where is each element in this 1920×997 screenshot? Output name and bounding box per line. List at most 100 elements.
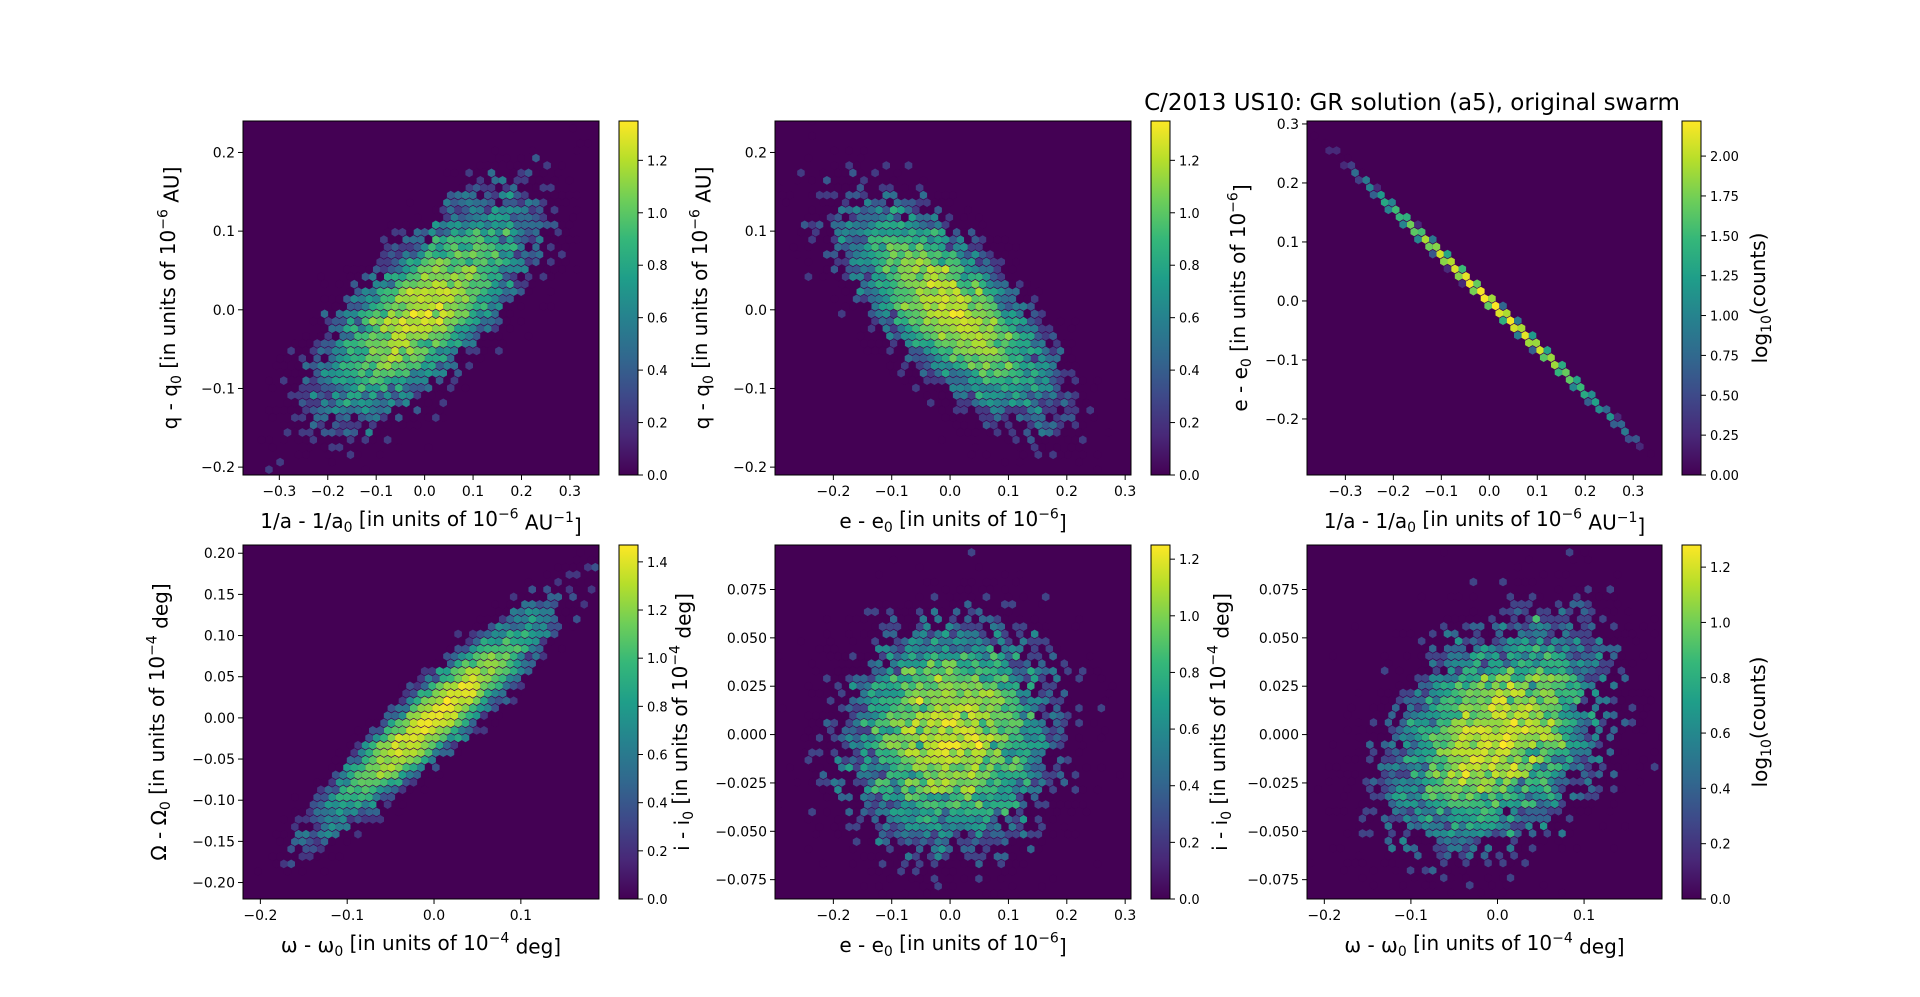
hexbin-cell (309, 800, 318, 809)
hexbin-cell (309, 376, 318, 385)
hexbin-cell (1465, 851, 1474, 860)
hexbin-cell (506, 614, 514, 624)
y-tick-label: 0.0 (213, 303, 235, 319)
hexbin-cell (860, 190, 868, 200)
hexbin-cell (1588, 666, 1596, 676)
hexbin-cell (1547, 718, 1555, 727)
hexbin-cell (971, 792, 979, 802)
hexbin-cell (420, 755, 429, 765)
hexbin-cell (402, 265, 410, 274)
hexbin-cell (1454, 740, 1463, 749)
hexbin-cell (1469, 286, 1478, 296)
hexbin-cell (960, 361, 968, 371)
hexbin-cell (343, 763, 351, 772)
hexbin-cell (506, 600, 514, 609)
hexbin-cell (923, 696, 931, 706)
hexbin-cell (886, 183, 894, 193)
hexbin-cell (930, 815, 939, 824)
hexbin-cell (930, 637, 939, 646)
hexbin-cell (1562, 732, 1570, 742)
hexbin-cell (413, 227, 422, 237)
hexbin-cell (815, 733, 824, 743)
hexbin-cell (509, 681, 518, 691)
hexbin-cell (1421, 718, 1430, 727)
hexbin-cell (495, 272, 503, 282)
hexbin-cell (1008, 428, 1017, 437)
hexbin-cell (383, 391, 392, 400)
hexbin-cell (930, 651, 939, 661)
hexbin-cell (454, 659, 462, 668)
hexbin-cell (834, 681, 842, 691)
hexbin-cell (465, 302, 473, 311)
hexbin-cell (1554, 732, 1563, 742)
hexbin-cell (535, 220, 544, 230)
hexbin-cell (1488, 732, 1496, 742)
hexbin-cell (819, 859, 827, 869)
hexbin-cell (387, 309, 396, 319)
hexbin-cell (320, 368, 329, 378)
hexbin-cell (1321, 138, 1330, 148)
hexbin-cell (930, 711, 939, 720)
hexbin-cell (919, 733, 928, 743)
hexbin-cell (930, 376, 939, 385)
hexbin-cell (372, 792, 381, 802)
hexbin-cell (350, 807, 358, 817)
hexbin-cell (808, 235, 816, 244)
hexbin-cell (1403, 799, 1411, 809)
hexbin-cell (1012, 242, 1020, 252)
hexbin-cell (1639, 651, 1648, 661)
hexbin-cell (878, 681, 887, 691)
hexbin-cell (1602, 696, 1611, 705)
hexbin-cell (1554, 614, 1563, 624)
hexbin-cell (845, 265, 853, 274)
hexbin-cell (1421, 644, 1430, 653)
hexbin-cell (934, 689, 942, 698)
hexbin-cell (875, 324, 883, 333)
x-tick-label: 0.1 (1526, 484, 1548, 500)
hexbin-cell (439, 689, 447, 698)
hexbin-cell (941, 339, 950, 348)
hexbin-cell (852, 837, 861, 846)
hexbin-cell (1053, 659, 1061, 668)
hexbin-cell (1053, 428, 1061, 437)
hexbin-cell (406, 376, 414, 385)
hexbin-cell (1030, 644, 1039, 654)
hexbin-cell (1573, 710, 1581, 720)
hexbin-cell (1001, 748, 1009, 757)
hexbin-cell (1019, 726, 1028, 735)
hexbin-cell (521, 279, 529, 289)
hexbin-cell (849, 168, 857, 178)
hexbin-cell (1606, 806, 1614, 816)
hexbin-cell (369, 287, 377, 296)
hexbin-cell (1436, 777, 1444, 786)
hexbin-cell (372, 339, 381, 348)
hexbin-cell (904, 368, 913, 378)
hexbin-cell (361, 361, 370, 371)
hexbin-cell (1406, 673, 1415, 683)
hexbin-cell (1488, 806, 1496, 816)
hexbin-cell (997, 889, 1005, 898)
hexbin-cell (1001, 718, 1009, 728)
hexbin-cell (313, 368, 321, 378)
hexbin-cell (472, 242, 481, 252)
hexbin-cell (901, 637, 909, 646)
hexbin-cell (1495, 806, 1504, 816)
hexbin-cell (986, 807, 994, 817)
hexbin-cell (1016, 748, 1024, 757)
hexbin-cell (1432, 829, 1441, 838)
hexbin-cell (1008, 703, 1017, 713)
hexbin-cell (1012, 405, 1020, 415)
hexbin-cell (1573, 769, 1581, 779)
hexbin-cell (1565, 666, 1574, 676)
hexbin-cell (302, 829, 310, 839)
hexbin-cell (1454, 784, 1463, 794)
hexbin-cell (912, 763, 920, 772)
hexbin-cell (387, 792, 396, 802)
hexbin-cell (502, 651, 511, 661)
hexbin-cell (908, 755, 916, 765)
hexbin-cell (1038, 822, 1046, 832)
hexbin-cell (819, 711, 827, 720)
hexbin-cell (398, 391, 407, 400)
hexbin-cell (1041, 755, 1050, 765)
hexbin-cell (1410, 725, 1418, 735)
